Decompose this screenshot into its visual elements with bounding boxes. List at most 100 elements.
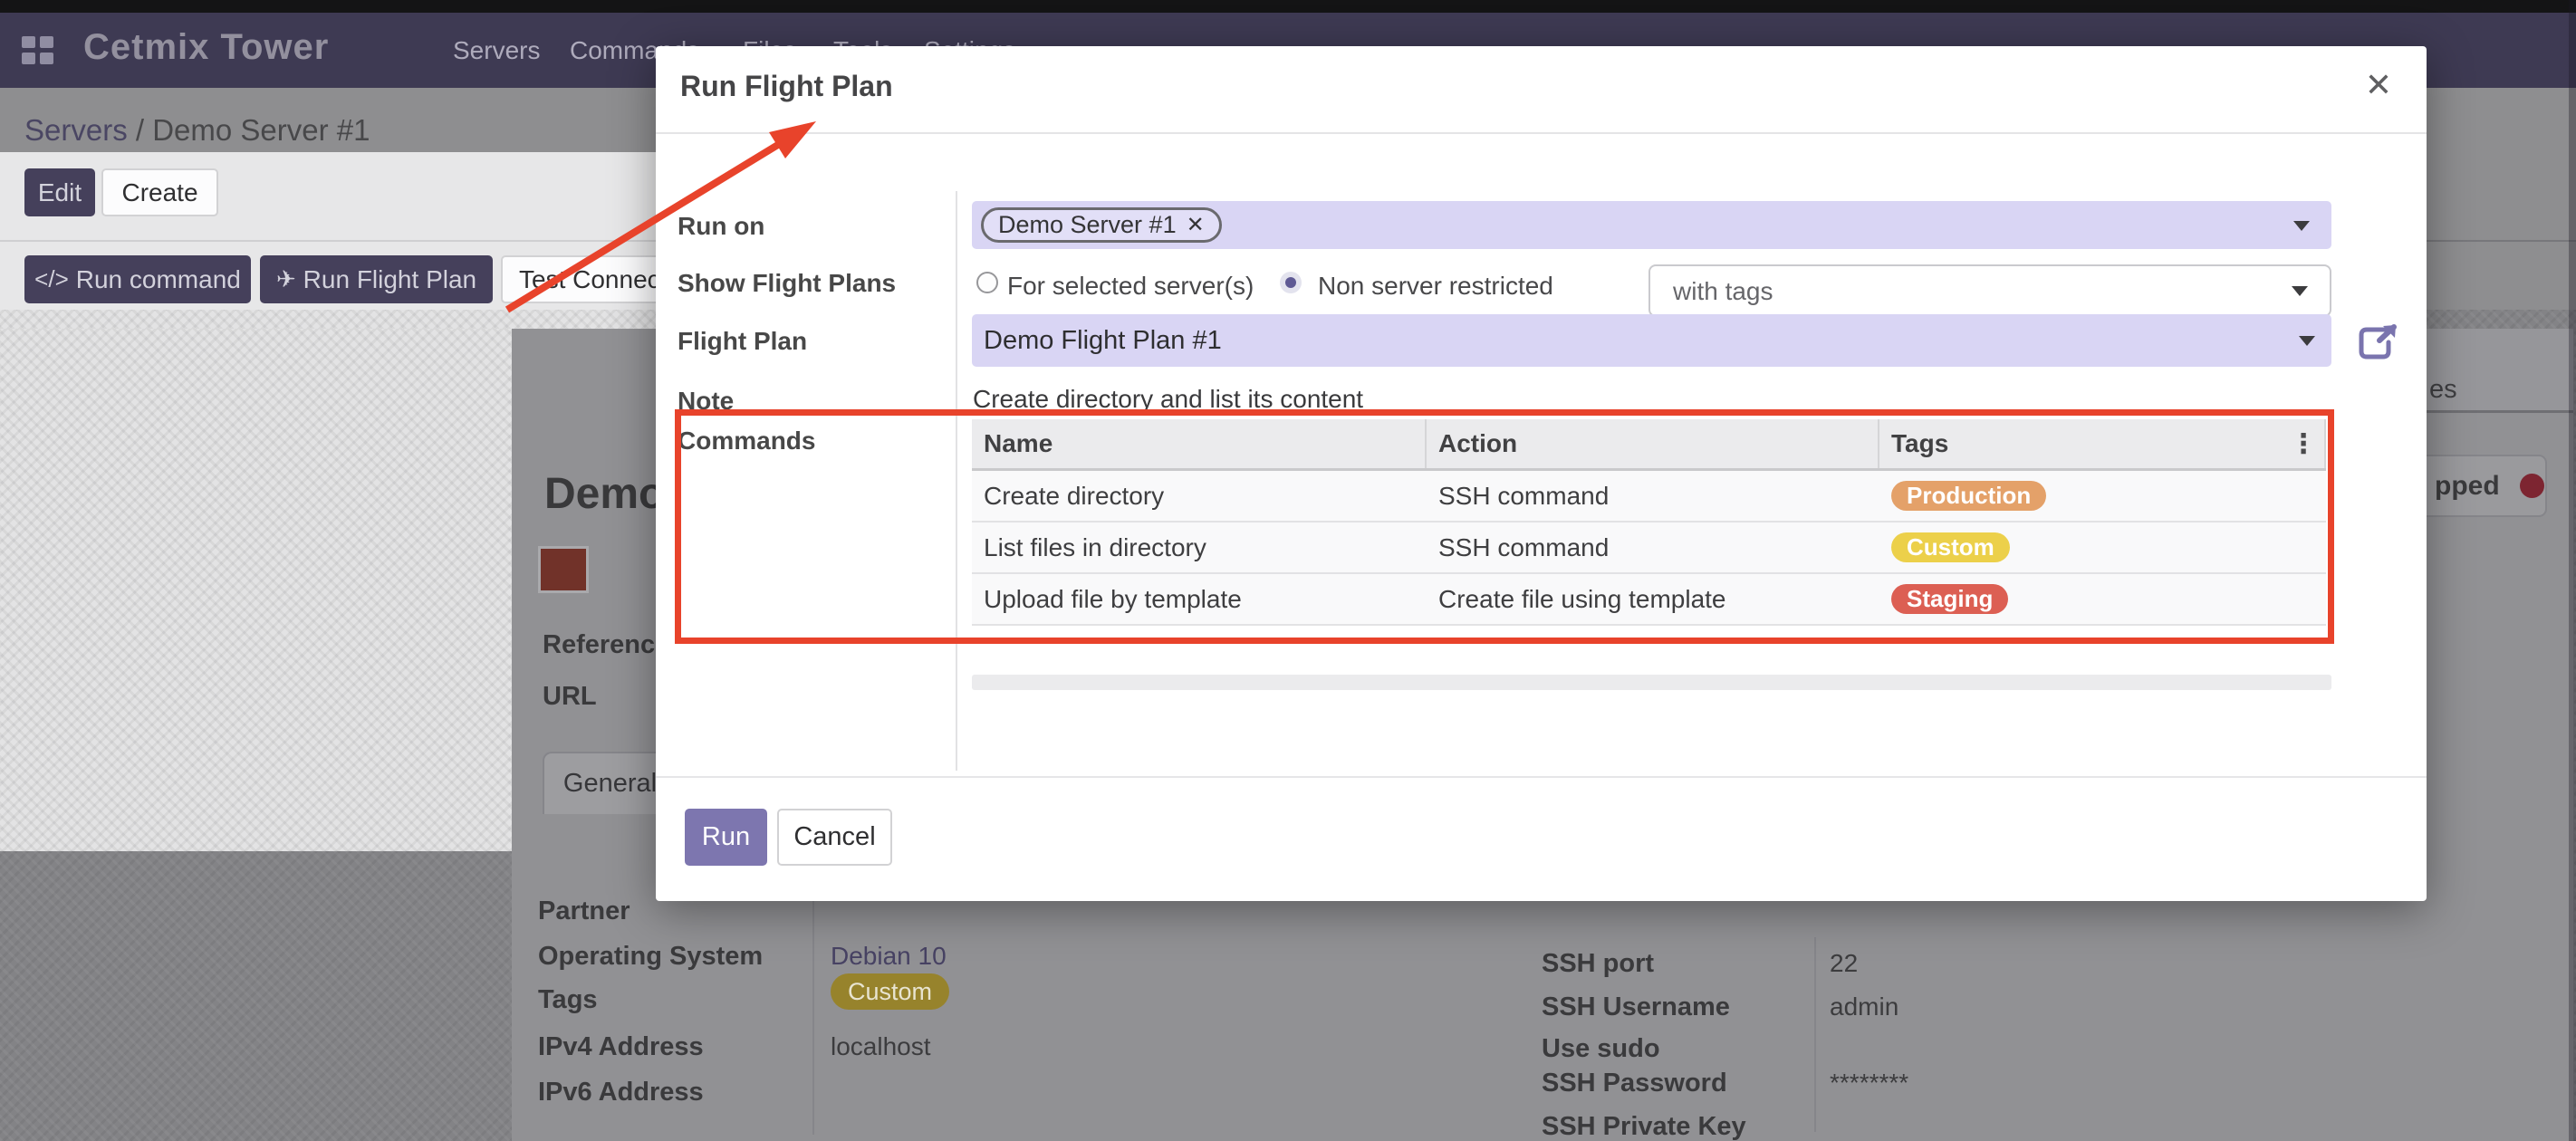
- button-row-divider: [0, 240, 656, 242]
- cell-tags: Production: [1879, 471, 2326, 521]
- tag-chip-custom-dimmed: Custom: [831, 973, 950, 1010]
- server-color-swatch: [538, 546, 589, 593]
- ssh-password-label: SSH Password: [1542, 1069, 1727, 1098]
- code-icon: </>: [34, 265, 69, 292]
- os-value-link: Debian 10: [831, 942, 947, 970]
- window-top-strip: [0, 0, 2576, 13]
- run-command-button[interactable]: </> Run command: [24, 255, 251, 303]
- table-row[interactable]: Upload file by template Create file usin…: [972, 574, 2326, 626]
- tags-filter-select[interactable]: with tags: [1648, 264, 2331, 317]
- flight-plan-select[interactable]: Demo Flight Plan #1: [972, 314, 2331, 367]
- test-connection-button[interactable]: Test Connec: [501, 255, 656, 303]
- tag-chip-staging: Staging: [1891, 584, 2009, 614]
- ssh-port-label: SSH port: [1542, 949, 1655, 978]
- breadcrumb-current: Demo Server #1: [152, 113, 370, 147]
- radio-for-selected-servers[interactable]: [976, 272, 998, 293]
- note-label: Note: [678, 387, 735, 415]
- nav-item-servers[interactable]: Servers: [453, 36, 541, 64]
- plane-icon: ✈: [275, 265, 296, 292]
- run-flight-plan-label: Run Flight Plan: [303, 264, 477, 293]
- window-right-edge: [2569, 0, 2576, 1141]
- edit-button[interactable]: Edit: [24, 168, 95, 216]
- ipv4-value: localhost: [831, 1032, 931, 1060]
- cancel-button-label: Cancel: [793, 822, 876, 851]
- modal-label-separator: [956, 191, 957, 771]
- create-button-label: Create: [121, 177, 198, 206]
- modal-footer-divider: [656, 776, 2427, 778]
- cell-name: Upload file by template: [984, 584, 1242, 613]
- run-button[interactable]: Run: [685, 809, 767, 866]
- tab-general-label: General: [562, 769, 658, 798]
- apps-grid-square: [22, 36, 35, 48]
- modal-header-divider: [656, 132, 2427, 134]
- breadcrumb-separator: /: [127, 113, 153, 147]
- ssh-username-label: SSH Username: [1542, 992, 1730, 1021]
- apps-grid-icon[interactable]: [22, 36, 54, 65]
- column-header-action[interactable]: Action: [1427, 419, 1879, 468]
- close-icon[interactable]: ✕: [2364, 66, 2392, 103]
- run-flight-plan-button[interactable]: ✈ Run Flight Plan: [260, 255, 493, 303]
- cell-action: SSH command: [1438, 532, 1610, 561]
- chevron-down-icon: [2299, 336, 2315, 346]
- run-button-label: Run: [701, 822, 751, 851]
- tab-general: General: [543, 752, 678, 814]
- cell-name: Create directory: [984, 481, 1165, 510]
- ipv6-label: IPv6 Address: [538, 1078, 704, 1107]
- table-horizontal-scrollbar[interactable]: [972, 675, 2331, 690]
- create-button[interactable]: Create: [101, 168, 218, 216]
- note-value: Create directory and list its content: [973, 385, 1364, 413]
- os-label: Operating System: [538, 942, 764, 971]
- ssh-private-key-label: SSH Private Key: [1542, 1112, 1746, 1141]
- apps-grid-square: [22, 53, 35, 64]
- table-row[interactable]: List files in directory SSH command Cust…: [972, 523, 2326, 574]
- run-flight-plan-modal: Run Flight Plan ✕ Run on Demo Server #1 …: [656, 46, 2427, 901]
- column-header-name[interactable]: Name: [972, 419, 1427, 468]
- control-panel-buttons: Edit Create </> Run command ✈ Run Flight…: [0, 152, 656, 329]
- tags-filter-value: with tags: [1673, 277, 1773, 305]
- external-link-icon[interactable]: [2358, 324, 2398, 360]
- tag-chip-custom: Custom: [1891, 532, 2010, 562]
- cell-action: Create file using template: [1438, 584, 1726, 613]
- server-tag-pill: Demo Server #1 ✕: [981, 207, 1222, 243]
- url-label: URL: [543, 682, 597, 711]
- commands-label: Commands: [678, 427, 816, 455]
- chevron-down-icon[interactable]: [2293, 220, 2310, 231]
- smart-button-box-partial: es: [2427, 329, 2573, 413]
- hatch-strip-light: [0, 310, 656, 329]
- server-title-partial: Demo: [544, 470, 666, 518]
- ssh-port-value: 22: [1830, 949, 1859, 977]
- remove-tag-icon[interactable]: ✕: [1186, 213, 1205, 237]
- run-on-label: Run on: [678, 212, 765, 240]
- breadcrumb: Servers / Demo Server #1: [24, 113, 370, 148]
- commands-table: Name Action Tags ⋮ Create directory SSH …: [972, 419, 2326, 626]
- radio-for-selected-servers-label[interactable]: For selected server(s): [1007, 272, 1254, 300]
- show-flight-plans-label: Show Flight Plans: [678, 269, 897, 297]
- radio-non-server-restricted-label[interactable]: Non server restricted: [1318, 272, 1553, 300]
- breadcrumb-servers-link[interactable]: Servers: [24, 113, 128, 147]
- smart-button-label-partial: es: [2429, 375, 2457, 404]
- reference-label: Reference: [543, 630, 670, 659]
- radio-non-server-restricted[interactable]: [1280, 272, 1302, 293]
- cell-tags: Custom: [1879, 523, 2326, 572]
- status-label-partial: pped: [2435, 470, 2500, 501]
- table-row[interactable]: Create directory SSH command Production: [972, 471, 2326, 523]
- cell-action: SSH command: [1438, 481, 1610, 510]
- optional-columns-icon[interactable]: ⋮: [2290, 429, 2317, 459]
- run-on-field[interactable]: Demo Server #1 ✕: [972, 201, 2331, 249]
- column-header-tags[interactable]: Tags: [1879, 419, 2326, 468]
- cancel-button[interactable]: Cancel: [777, 809, 892, 866]
- run-command-label: Run command: [75, 264, 241, 293]
- status-stopped-dot-icon: [2519, 474, 2544, 498]
- hatched-background-light: [0, 329, 512, 851]
- tags-label: Tags: [538, 985, 598, 1014]
- tag-chip-production: Production: [1891, 481, 2047, 511]
- ssh-username-value: admin: [1830, 992, 1899, 1021]
- apps-grid-square: [40, 53, 53, 64]
- flight-plan-label: Flight Plan: [678, 327, 808, 355]
- field-separator-left: [812, 892, 814, 1135]
- cell-tags: Staging: [1879, 574, 2326, 624]
- apps-grid-square: [40, 36, 53, 48]
- brand-title[interactable]: Cetmix Tower: [83, 27, 330, 67]
- server-tag-label: Demo Server #1: [998, 211, 1177, 238]
